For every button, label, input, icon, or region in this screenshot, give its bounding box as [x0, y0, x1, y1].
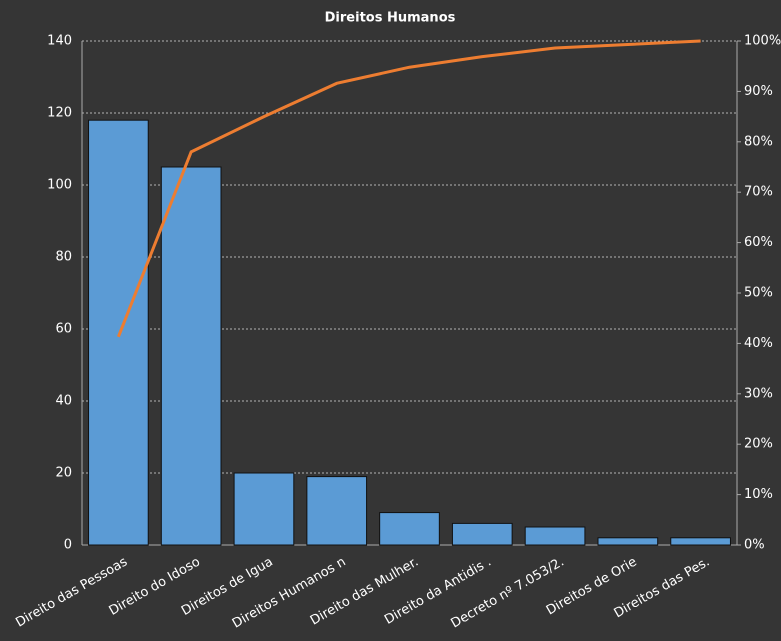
y-tick-label: 40	[55, 394, 72, 409]
y-tick-label: 120	[47, 106, 72, 121]
y-tick-label: 140	[47, 34, 72, 49]
y-tick-label: 60	[55, 322, 72, 337]
y-tick-label: 20	[55, 466, 72, 481]
y2-tick-label: 40%	[744, 336, 773, 351]
chart-title: Direitos Humanos	[325, 11, 456, 26]
y-tick-label: 80	[55, 250, 72, 265]
y2-tick-label: 100%	[744, 34, 781, 49]
bar	[524, 526, 586, 546]
y-tick-label: 100	[47, 178, 72, 193]
bar	[597, 537, 659, 546]
bar	[379, 512, 440, 546]
y-tick-label: 0	[64, 538, 72, 553]
bar	[160, 166, 222, 546]
y2-tick-label: 70%	[744, 185, 773, 200]
y2-tick-label: 90%	[744, 84, 773, 99]
y2-tick-label: 10%	[744, 487, 773, 502]
y2-tick-label: 80%	[744, 134, 773, 149]
line	[116, 39, 701, 338]
y2-tick-label: 20%	[744, 437, 773, 452]
bar	[451, 522, 513, 546]
bar	[233, 472, 295, 546]
y2-tick-label: 30%	[744, 386, 773, 401]
y2-tick-label: 0%	[744, 538, 765, 553]
y2-tick-label: 60%	[744, 235, 773, 250]
bar	[306, 476, 368, 546]
y2-tick-label: 50%	[744, 286, 773, 301]
bar	[670, 537, 731, 546]
bar	[88, 119, 149, 546]
